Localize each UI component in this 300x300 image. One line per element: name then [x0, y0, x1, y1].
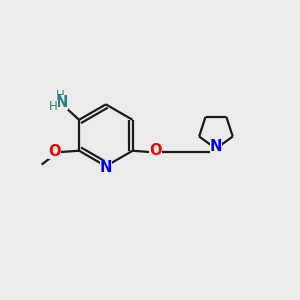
Text: N: N [100, 160, 112, 175]
Text: N: N [210, 140, 222, 154]
Text: O: O [48, 143, 61, 158]
Text: O: O [149, 143, 161, 158]
Text: N: N [56, 95, 68, 110]
Text: H: H [49, 100, 58, 113]
Text: H: H [56, 89, 64, 102]
